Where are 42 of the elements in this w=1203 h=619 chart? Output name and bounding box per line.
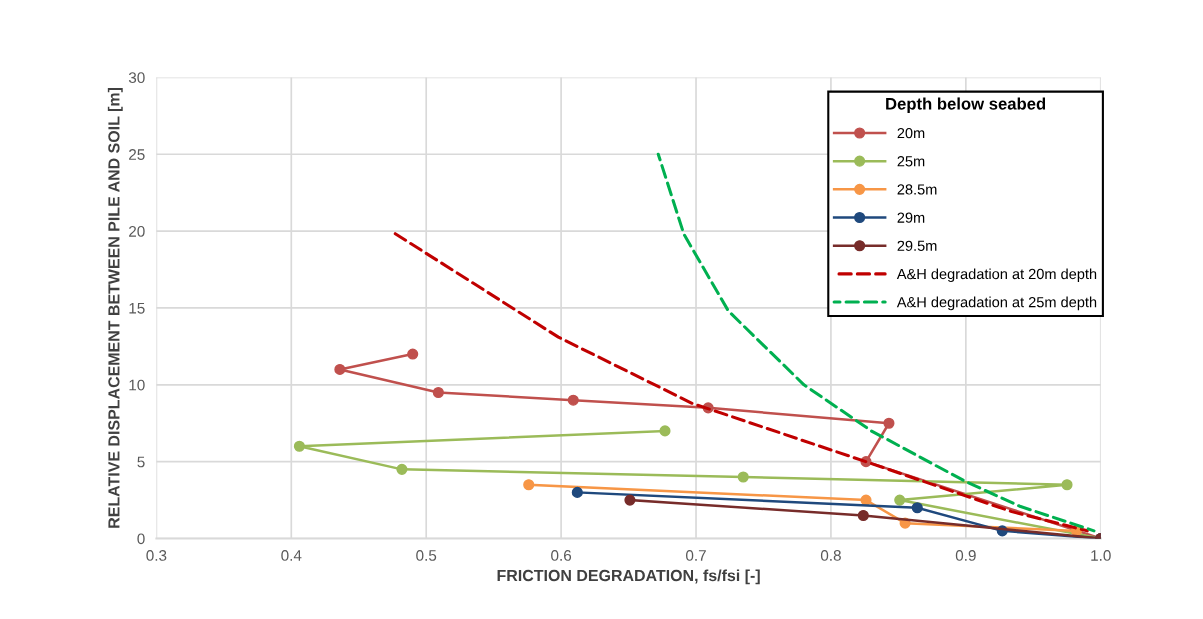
line-series [656,152,1096,533]
x-tick-label: 0.3 [146,550,167,561]
y-tick-label: 0 [137,533,145,545]
y-tick-label: 25 [129,149,145,160]
point [567,394,579,406]
x-axis-title: FRICTION DEGRADATION, fs/fsi [-] [497,569,760,585]
x-tick-label: 0.9 [955,550,976,561]
y-tick-label: 20 [129,225,145,237]
point [432,386,444,399]
point [883,417,895,429]
point [396,463,408,475]
point [293,440,305,452]
legend-label: 25m [897,156,925,167]
legend-label: 28.5m [897,184,937,195]
x-tick-label: 0.5 [416,550,437,561]
point [894,494,906,506]
point [659,425,671,437]
y-axis-title: RELATIVE DISPLACEMENT BETWEEN PILE AND SOIL [m] [107,88,123,528]
y-tick-label: 30 [128,72,145,84]
point [737,471,749,483]
point [1061,479,1073,491]
point [624,494,636,506]
legend-label: A&H degradation at 20m depth [896,268,1097,283]
y-tick-label: 10 [129,379,145,391]
point [857,509,869,522]
point [571,486,583,498]
legend-label: 29m [897,212,925,223]
point [334,363,346,375]
x-tick-label: 0.7 [686,550,706,561]
x-tick-label: 0.8 [820,550,841,561]
legend-label: 29.5m [897,240,937,251]
x-tick-label: 1.0 [1091,550,1111,561]
point [911,502,923,514]
legend-label: 20m [897,127,925,139]
x-tick-label: 0.6 [551,550,572,561]
legend-label: A&H degradation at 25m depth [896,296,1097,311]
x-tick-label: 0.4 [281,550,302,561]
y-tick-label: 15 [129,302,145,314]
point [407,348,419,360]
legend-title: Depth below seabed [886,97,1046,113]
y-tick-label: 5 [137,456,145,468]
point [523,479,535,491]
